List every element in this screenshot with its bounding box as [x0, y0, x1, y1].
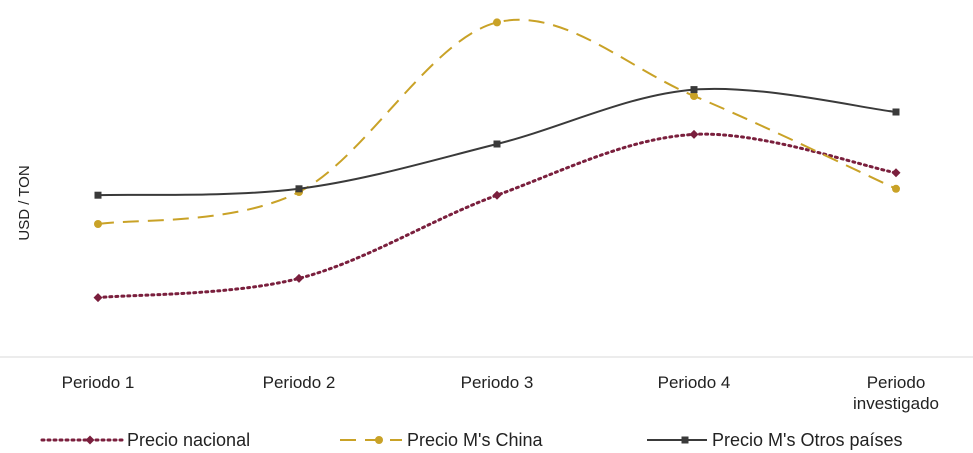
legend-label: Precio nacional	[127, 430, 250, 450]
data-point	[94, 191, 102, 199]
series-3	[94, 86, 900, 199]
x-tick-label: Periodo 3	[461, 373, 534, 392]
y-axis-label: USD / TON	[16, 165, 33, 240]
legend-label: Precio M's Otros países	[712, 430, 903, 450]
legend-label: Precio M's China	[407, 430, 543, 450]
series-line	[96, 132, 898, 300]
x-tick-label: Periodo 4	[658, 373, 731, 392]
legend-swatch-marker	[375, 436, 383, 444]
legend-item: Precio M's Otros países	[647, 430, 903, 450]
data-point	[690, 86, 698, 94]
data-point	[892, 108, 900, 116]
x-tick-label: Periodo 1	[62, 373, 135, 392]
data-point	[493, 18, 501, 27]
series-line	[97, 18, 897, 225]
data-point	[892, 184, 900, 193]
data-point	[689, 129, 699, 139]
x-tick-label: Periodo 2	[263, 373, 336, 392]
x-tick-label: Periodo investigado	[853, 373, 939, 413]
legend-item: Precio nacional	[40, 430, 250, 450]
data-point	[94, 220, 102, 228]
data-point	[295, 185, 303, 193]
legend-swatch-marker	[85, 435, 95, 445]
data-point	[492, 190, 502, 200]
legend-swatch-marker	[681, 436, 689, 444]
x-tick-labels: Periodo 1 Periodo 2 Periodo 3 Periodo 4 Peri…	[62, 373, 939, 413]
data-point	[690, 92, 698, 100]
data-point	[294, 273, 304, 283]
data-point	[891, 168, 901, 178]
data-point	[493, 140, 501, 148]
series-layer	[93, 18, 901, 303]
series-1	[93, 129, 901, 303]
legend: Precio nacional Precio M's China Precio M'…	[40, 430, 903, 450]
data-point	[93, 293, 103, 303]
legend-item: Precio M's China	[340, 430, 543, 450]
